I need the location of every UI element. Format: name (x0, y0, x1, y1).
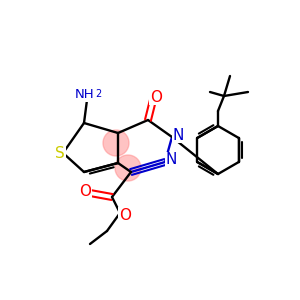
Text: N: N (172, 128, 184, 142)
Text: NH: NH (75, 88, 95, 101)
Text: S: S (55, 146, 65, 160)
Circle shape (103, 130, 129, 156)
Text: O: O (150, 89, 162, 104)
Circle shape (115, 155, 141, 181)
Text: O: O (119, 208, 131, 223)
Text: O: O (79, 184, 91, 199)
Text: 2: 2 (95, 89, 101, 99)
Text: N: N (165, 152, 177, 167)
